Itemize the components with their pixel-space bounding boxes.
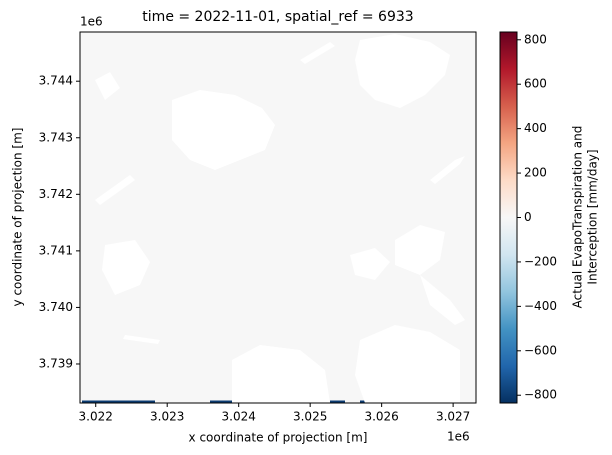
no-data — [355, 325, 460, 403]
chart-title: time = 2022-11-01, spatial_ref = 6933 — [142, 9, 413, 25]
colorbar-tick-label: 400 — [524, 121, 547, 135]
no-data — [420, 275, 465, 325]
colorbar-tick-label: 200 — [524, 166, 547, 180]
no-data — [102, 240, 150, 295]
y-tick-label: 3.739 — [39, 356, 73, 370]
no-data — [350, 248, 390, 280]
no-data — [95, 175, 135, 205]
colorbar-tick-label: −200 — [524, 254, 557, 268]
no-data — [123, 335, 160, 344]
no-data — [232, 345, 330, 403]
colorbar-tick-label: 600 — [524, 77, 547, 91]
y-tick-label: 3.742 — [39, 187, 73, 201]
no-data — [300, 42, 335, 64]
x-axis-label: x coordinate of projection [m] — [189, 431, 368, 445]
colorbar-tick-label: −800 — [524, 388, 557, 402]
y-axis-label: y coordinate of projection [m] — [11, 128, 25, 307]
y-tick-label: 3.741 — [39, 243, 73, 257]
y-tick-label: 3.740 — [39, 300, 73, 314]
colorbar-tick-label: −400 — [524, 299, 557, 313]
y-tick-label: 3.743 — [39, 130, 73, 144]
colorbar-label: Actual EvapoTranspiration and — [571, 126, 585, 309]
colorbar-label: Interception [mm/day] — [586, 149, 600, 284]
colorbar-tick-label: 800 — [524, 32, 547, 46]
colorbar-tick-label: −600 — [524, 343, 557, 357]
x-offset: 1e6 — [447, 430, 470, 444]
x-tick-label: 3.023 — [150, 410, 184, 424]
no-data — [172, 90, 275, 170]
plot-frame — [79, 31, 477, 404]
x-tick-label: 3.024 — [222, 410, 256, 424]
raster-edge — [82, 400, 155, 403]
no-data — [395, 225, 445, 275]
x-tick-label: 3.027 — [436, 410, 470, 424]
no-data — [430, 156, 465, 184]
y-offset: 1e6 — [80, 15, 103, 29]
no-data — [95, 72, 120, 100]
x-tick-label: 3.025 — [293, 410, 327, 424]
x-tick-label: 3.026 — [364, 410, 398, 424]
no-data — [355, 34, 450, 108]
x-tick-label: 3.022 — [79, 410, 113, 424]
no-data-areas — [95, 34, 465, 403]
y-tick-label: 3.744 — [39, 74, 73, 88]
colorbar — [500, 32, 517, 403]
colorbar-tick-label: 0 — [524, 210, 532, 224]
raster-edge — [330, 400, 345, 403]
